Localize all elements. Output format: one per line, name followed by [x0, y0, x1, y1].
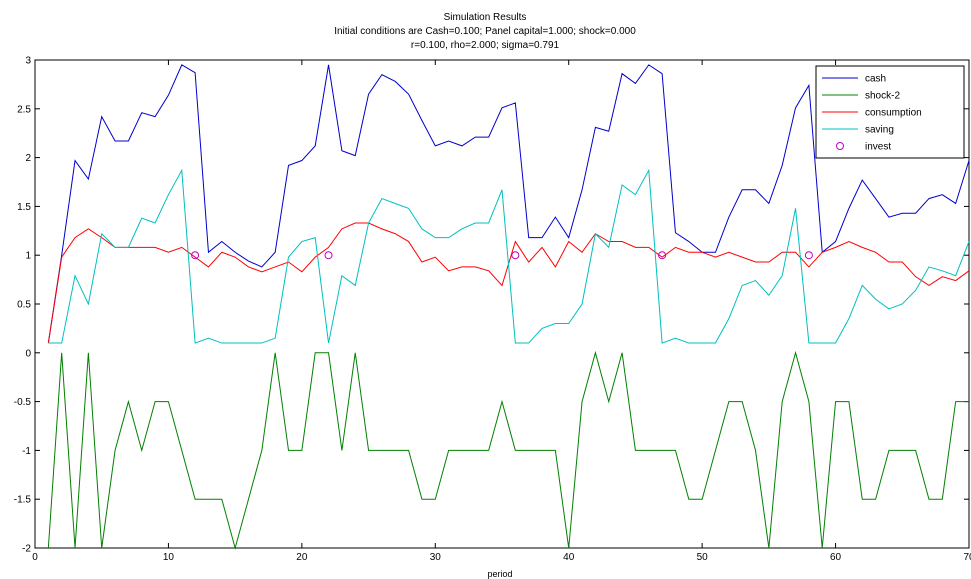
- legend-label-saving: saving: [865, 125, 894, 136]
- series-invest-marker: [804, 251, 813, 260]
- legend: cash shock-2 consumption saving invest: [815, 65, 965, 159]
- series-invest-marker: [658, 251, 667, 260]
- series-cash-line: [47, 64, 970, 344]
- chart-title: Simulation Results: [444, 12, 527, 23]
- y-tick-label: 1: [25, 251, 31, 262]
- legend-label-shock-2: shock-2: [865, 91, 900, 102]
- x-tick-label: 40: [563, 552, 575, 563]
- y-tick-label: -2: [22, 544, 31, 555]
- legend-label-cash: cash: [865, 74, 886, 85]
- y-tick-label: 0.5: [17, 300, 31, 311]
- legend-label-invest: invest: [865, 142, 891, 153]
- x-tick-label: 50: [697, 552, 709, 563]
- y-tick-label: -1.5: [14, 495, 32, 506]
- series-shock-2-line: [47, 350, 969, 550]
- series-saving-line: [48, 168, 970, 344]
- y-tick-label: 1.5: [17, 202, 31, 213]
- y-tick-label: 2: [25, 153, 31, 164]
- y-tick-label: 0: [25, 348, 31, 359]
- x-tick-label: 0: [32, 552, 38, 563]
- legend-swatch-invest: [836, 142, 844, 150]
- series-invest-marker: [324, 251, 333, 260]
- axis-ticks: 0 10 20 30 40 50 60 70 -2 -1.5 -1 -0.5 0 0.5 1 1.5 2 2.5 3: [14, 56, 971, 564]
- series-layer: [47, 64, 970, 550]
- chart-subtitle-line-1: Initial conditions are Cash=0.100; Panel…: [334, 26, 636, 37]
- legend-label-consumption: consumption: [865, 108, 922, 119]
- x-axis-label: period: [487, 569, 512, 579]
- y-tick-label: -0.5: [14, 397, 32, 408]
- y-tick-label: 2.5: [17, 104, 31, 115]
- y-tick-label: 3: [25, 56, 31, 67]
- x-tick-label: 20: [296, 552, 308, 563]
- chart-subtitle-line-2: r=0.100, rho=2.000; sigma=0.791: [411, 40, 560, 51]
- x-tick-label: 10: [163, 552, 175, 563]
- x-tick-label: 60: [830, 552, 842, 563]
- y-tick-label: -1: [22, 446, 31, 457]
- x-tick-label: 70: [963, 552, 971, 563]
- series-invest-marker: [191, 251, 200, 260]
- x-tick-label: 30: [430, 552, 442, 563]
- series-invest-marker: [511, 251, 520, 260]
